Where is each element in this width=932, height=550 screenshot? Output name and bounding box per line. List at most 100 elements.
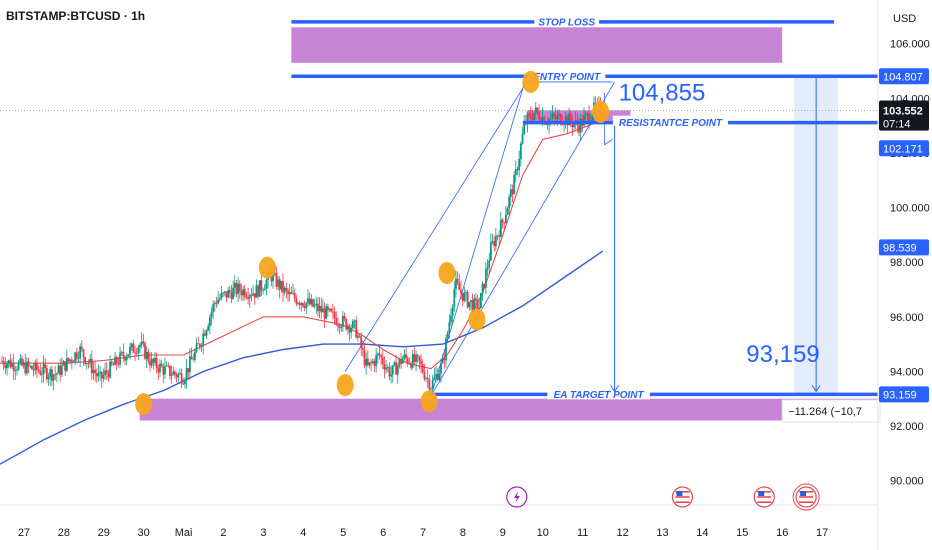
candle-body <box>559 114 562 125</box>
candle-body <box>351 321 354 329</box>
candle-body <box>332 311 334 313</box>
candle-body <box>135 352 138 354</box>
candle-body <box>192 359 195 361</box>
candle-body <box>130 343 133 348</box>
candle-body <box>297 303 299 304</box>
candle-body <box>129 347 131 355</box>
stop-loss-zone <box>291 27 783 63</box>
candle-body <box>438 373 441 380</box>
candle-body <box>169 365 171 377</box>
candle-body <box>481 283 484 294</box>
candle-body <box>182 383 185 385</box>
blue-price-tag-bg <box>879 140 929 157</box>
candle-body <box>213 302 216 305</box>
candle-body <box>74 352 77 362</box>
candle-body <box>17 362 20 370</box>
candle-body <box>370 362 373 363</box>
candle-body <box>528 113 531 115</box>
candle-body <box>383 363 386 370</box>
candle-body <box>519 143 522 159</box>
candle-body <box>1 360 3 362</box>
candle-body <box>272 273 274 282</box>
candle-body <box>65 357 68 371</box>
candle-body <box>94 370 97 374</box>
target-label-bg <box>547 387 650 400</box>
candle-body <box>538 112 541 120</box>
x-tick-label: 29 <box>98 527 110 539</box>
flag-canton <box>758 491 765 496</box>
candle-body <box>393 362 396 366</box>
candle-body <box>290 292 293 294</box>
x-tick-label: 14 <box>696 527 708 539</box>
candle-body <box>179 373 181 374</box>
candle-body <box>77 358 80 360</box>
candle-body <box>142 341 145 344</box>
candle-body <box>154 357 156 363</box>
candle-body <box>140 341 143 345</box>
candle-body <box>50 369 53 381</box>
resistance-label: RESISTANTCE POINT <box>619 118 723 129</box>
candle-body <box>494 236 497 247</box>
candle-body <box>445 338 447 361</box>
candle-body <box>19 358 22 363</box>
candle-body <box>109 361 111 378</box>
candle-body <box>247 297 250 299</box>
entry-label-bg <box>528 69 606 82</box>
candle-body <box>468 301 471 308</box>
candle-body <box>82 349 85 358</box>
candle-body <box>398 358 401 366</box>
candle-body <box>363 349 366 366</box>
candle-body <box>104 370 106 375</box>
x-tick-label: 3 <box>260 527 266 539</box>
x-tick-label: 13 <box>656 527 668 539</box>
candle-body <box>275 272 278 287</box>
swing-point-marker <box>522 70 540 93</box>
candle-body <box>498 235 501 237</box>
candle-body <box>378 353 381 356</box>
candle-body <box>240 291 243 296</box>
candle-body <box>232 287 235 299</box>
resistance-label-bg <box>612 115 729 128</box>
candle-body <box>125 356 128 361</box>
candle-body <box>145 351 148 359</box>
candle-body <box>120 352 123 353</box>
y-tick-label: 96.000 <box>890 312 924 324</box>
candle-body <box>60 365 63 375</box>
candle-body <box>554 116 557 120</box>
candle-body <box>84 357 87 364</box>
candle-body <box>513 175 516 195</box>
candle-body <box>227 290 230 298</box>
candle-body <box>139 344 141 348</box>
candle-body <box>207 326 210 331</box>
candle-body <box>70 359 73 362</box>
candle-body <box>496 235 499 237</box>
candle-body <box>273 272 276 274</box>
candle-body <box>544 124 547 125</box>
target-label: EA TARGET POINT <box>554 390 645 401</box>
y-tick-label: 100.000 <box>890 203 930 215</box>
candle-body <box>285 287 288 291</box>
candle-body <box>287 290 289 295</box>
candle-body <box>456 278 459 284</box>
candle-body <box>72 361 75 363</box>
candle-body <box>107 373 110 378</box>
candle-body <box>536 107 539 113</box>
candle-body <box>102 374 105 379</box>
candle-body <box>489 242 492 261</box>
candle-body <box>484 269 487 288</box>
y-tick-label: 98.000 <box>890 257 924 269</box>
candle-body <box>312 299 314 307</box>
candle-body <box>433 376 436 380</box>
candle-body <box>514 169 517 176</box>
candle-body <box>368 362 371 366</box>
candle-body <box>586 113 589 114</box>
candle-body <box>90 358 93 374</box>
target-price-tag-bg <box>879 386 929 403</box>
candle-body <box>546 124 549 125</box>
x-tick-label: 5 <box>340 527 346 539</box>
candle-body <box>375 355 378 366</box>
candle-body <box>411 354 414 368</box>
candle-body <box>569 114 572 122</box>
candle-body <box>149 361 151 366</box>
